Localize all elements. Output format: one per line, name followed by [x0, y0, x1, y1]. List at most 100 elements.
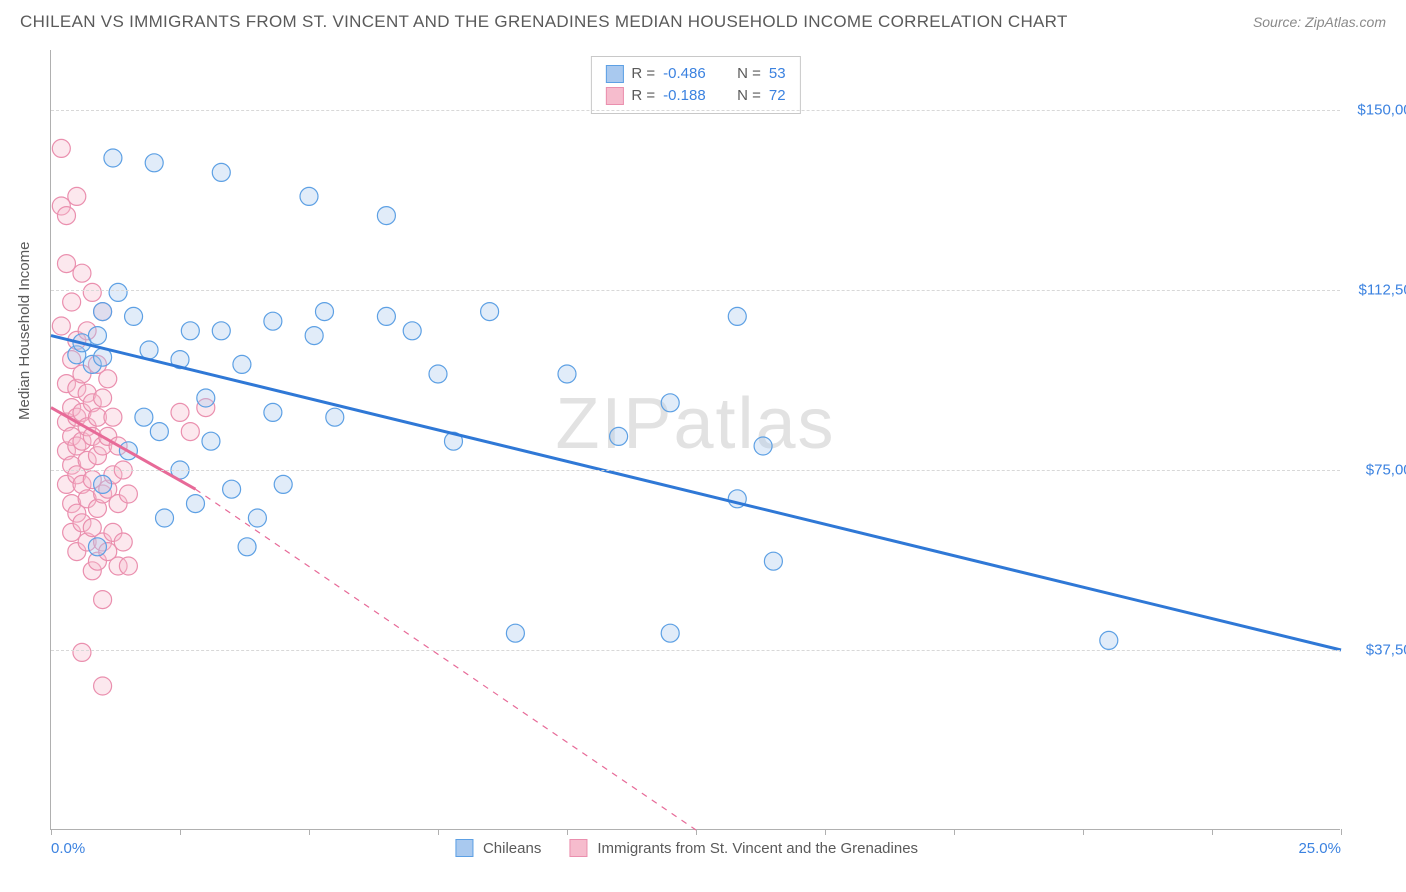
- blue-point: [300, 187, 318, 205]
- blue-point: [145, 154, 163, 172]
- x-tick: [954, 829, 955, 835]
- blue-swatch-icon: [455, 839, 473, 857]
- x-tick-label: 25.0%: [1298, 840, 1341, 857]
- blue-point: [233, 355, 251, 373]
- blue-point: [88, 327, 106, 345]
- gridline: [51, 650, 1340, 651]
- blue-point: [156, 509, 174, 527]
- y-tick-label: $150,000: [1357, 102, 1406, 119]
- legend-row: R = -0.486 N = 53: [605, 63, 785, 85]
- pink-point: [73, 264, 91, 282]
- blue-point: [377, 207, 395, 225]
- pink-point: [52, 317, 70, 335]
- pink-point: [99, 370, 117, 388]
- x-tick: [438, 829, 439, 835]
- r-label: R =: [631, 63, 655, 85]
- pink-point: [119, 557, 137, 575]
- blue-trend-line: [51, 336, 1341, 650]
- y-tick-label: $75,000: [1366, 462, 1406, 479]
- r-value: -0.486: [663, 63, 719, 85]
- blue-point: [212, 163, 230, 181]
- pink-point: [57, 255, 75, 273]
- pink-point: [94, 677, 112, 695]
- blue-point: [481, 303, 499, 321]
- blue-point: [506, 624, 524, 642]
- pink-swatch-icon: [569, 839, 587, 857]
- blue-point: [125, 307, 143, 325]
- x-tick: [51, 829, 52, 835]
- source-label: Source: ZipAtlas.com: [1253, 14, 1386, 30]
- blue-point: [88, 538, 106, 556]
- chart-plot-area: ZIPatlas R =-0.486N =53R =-0.188N =72 Ch…: [50, 50, 1340, 830]
- blue-point: [728, 307, 746, 325]
- gridline: [51, 110, 1340, 111]
- pink-point: [119, 485, 137, 503]
- blue-point: [135, 408, 153, 426]
- blue-point: [326, 408, 344, 426]
- n-label: N =: [737, 63, 761, 85]
- x-tick: [696, 829, 697, 835]
- n-label: N =: [737, 85, 761, 107]
- blue-point: [274, 475, 292, 493]
- x-tick: [1083, 829, 1084, 835]
- y-axis-label: Median Household Income: [16, 242, 33, 420]
- blue-point: [104, 149, 122, 167]
- blue-point: [140, 341, 158, 359]
- x-tick: [309, 829, 310, 835]
- x-tick: [825, 829, 826, 835]
- blue-point: [238, 538, 256, 556]
- blue-point: [186, 495, 204, 513]
- pink-point: [94, 591, 112, 609]
- blue-point: [212, 322, 230, 340]
- chart-title: CHILEAN VS IMMIGRANTS FROM ST. VINCENT A…: [20, 12, 1068, 32]
- blue-point: [764, 552, 782, 570]
- blue-point: [94, 303, 112, 321]
- n-value: 53: [769, 63, 786, 85]
- pink-point: [68, 187, 86, 205]
- blue-point: [754, 437, 772, 455]
- pink-series-label: Immigrants from St. Vincent and the Gren…: [597, 840, 918, 857]
- x-tick: [567, 829, 568, 835]
- blue-point: [264, 312, 282, 330]
- blue-point: [150, 423, 168, 441]
- blue-point: [661, 394, 679, 412]
- legend-correlation: R = -0.486 N = 53 R = -0.188 N = 72: [590, 56, 800, 114]
- y-tick-label: $37,500: [1366, 642, 1406, 659]
- blue-point: [610, 427, 628, 445]
- blue-point: [181, 322, 199, 340]
- pink-swatch-icon: [605, 87, 623, 105]
- pink-point: [181, 423, 199, 441]
- pink-point: [83, 283, 101, 301]
- x-tick: [180, 829, 181, 835]
- x-tick: [1341, 829, 1342, 835]
- blue-point: [315, 303, 333, 321]
- blue-point: [1100, 631, 1118, 649]
- blue-point: [94, 475, 112, 493]
- pink-point: [114, 533, 132, 551]
- gridline: [51, 470, 1340, 471]
- legend-row: R = -0.188 N = 72: [605, 85, 785, 107]
- blue-point: [661, 624, 679, 642]
- blue-point: [202, 432, 220, 450]
- blue-point: [558, 365, 576, 383]
- blue-point: [377, 307, 395, 325]
- pink-point: [73, 643, 91, 661]
- r-label: R =: [631, 85, 655, 107]
- pink-point: [52, 139, 70, 157]
- blue-point: [305, 327, 323, 345]
- y-tick-label: $112,500: [1359, 282, 1406, 299]
- gridline: [51, 290, 1340, 291]
- pink-point: [171, 403, 189, 421]
- blue-point: [248, 509, 266, 527]
- blue-swatch-icon: [605, 65, 623, 83]
- r-value: -0.188: [663, 85, 719, 107]
- n-value: 72: [769, 85, 786, 107]
- chart-svg: [51, 50, 1340, 829]
- x-tick: [1212, 829, 1213, 835]
- blue-point: [109, 283, 127, 301]
- pink-point: [104, 408, 122, 426]
- blue-series-label: Chileans: [483, 840, 541, 857]
- blue-point: [197, 389, 215, 407]
- blue-point: [403, 322, 421, 340]
- pink-point: [57, 207, 75, 225]
